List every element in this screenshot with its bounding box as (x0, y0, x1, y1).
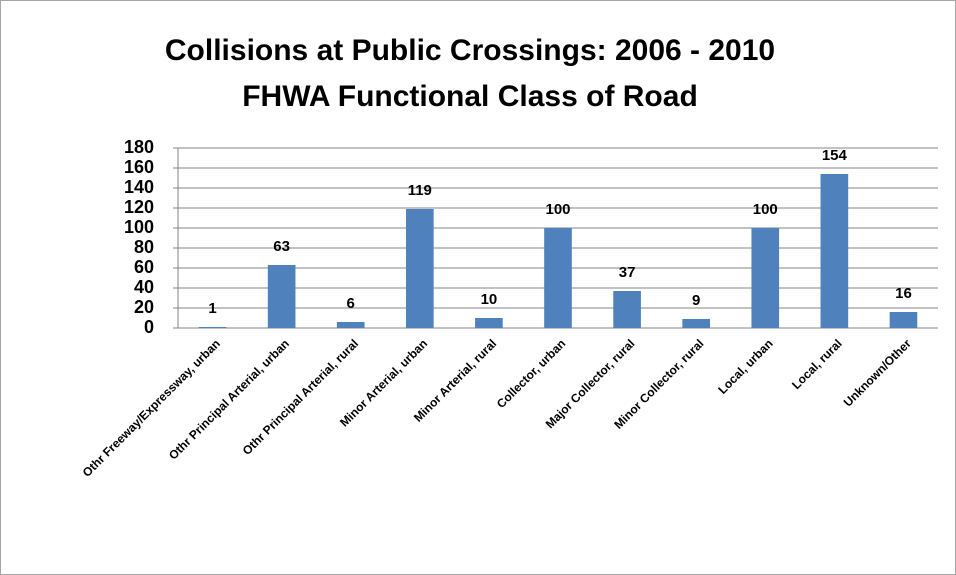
bar (613, 291, 641, 328)
chart-title: Collisions at Public Crossings: 2006 - 2… (165, 34, 775, 67)
bar (889, 312, 918, 328)
y-tick-label: 160 (124, 157, 154, 177)
y-tick-label: 60 (134, 257, 154, 277)
y-tick-label: 0 (144, 317, 154, 337)
y-tick-label: 140 (124, 177, 154, 197)
y-tick-label: 100 (124, 217, 154, 237)
data-label: 154 (822, 147, 848, 164)
y-tick-label: 20 (134, 297, 154, 317)
data-label: 6 (347, 295, 355, 312)
data-label: 119 (408, 182, 432, 199)
y-tick-label: 120 (124, 197, 154, 217)
bar (267, 265, 296, 328)
bar (406, 209, 434, 328)
data-label: 100 (753, 201, 778, 218)
data-label: 10 (481, 291, 498, 308)
y-tick-label: 180 (124, 137, 154, 157)
data-label: 63 (273, 238, 290, 255)
data-label: 37 (619, 264, 636, 281)
data-label: 9 (692, 292, 700, 309)
bar (544, 228, 572, 328)
data-label: 16 (895, 285, 912, 302)
bar (198, 327, 227, 328)
y-tick-label: 40 (134, 277, 154, 297)
bar (336, 322, 365, 328)
bar (682, 319, 710, 328)
y-tick-label: 80 (134, 237, 154, 257)
data-label: 100 (545, 201, 570, 218)
bar (475, 318, 503, 328)
data-label: 1 (208, 300, 216, 317)
bar (820, 174, 849, 328)
bar (751, 228, 780, 328)
chart-subtitle: FHWA Functional Class of Road (242, 80, 698, 113)
